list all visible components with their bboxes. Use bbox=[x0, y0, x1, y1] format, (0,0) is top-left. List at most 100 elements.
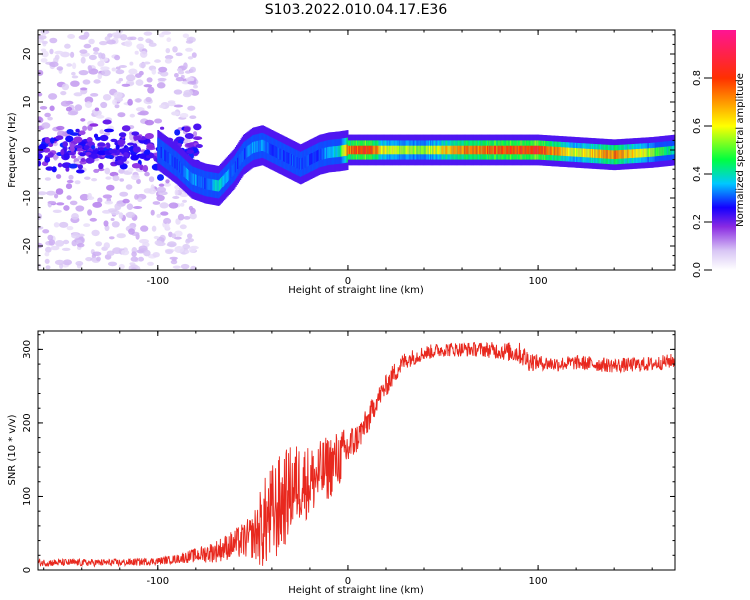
heatmap-cell bbox=[411, 145, 414, 155]
heatmap-cell bbox=[93, 168, 100, 173]
heatmap-cell bbox=[393, 145, 396, 155]
heatmap-cell bbox=[289, 153, 292, 165]
heatmap-cell bbox=[148, 42, 157, 47]
heatmap-cell bbox=[205, 178, 207, 190]
heatmap-cell bbox=[189, 66, 196, 73]
heatmap-cell bbox=[172, 46, 178, 53]
snr-panel: -100 0 100 0 100 200 300 Height of straight li… bbox=[7, 330, 676, 596]
heatmap-cell bbox=[487, 145, 489, 155]
heatmap-cell bbox=[654, 147, 657, 157]
heatmap-cell bbox=[103, 132, 111, 136]
heatmap-cell bbox=[57, 162, 63, 168]
heatmap-cell bbox=[613, 150, 616, 160]
heatmap-cell bbox=[254, 141, 257, 153]
heatmap-cell bbox=[581, 148, 584, 158]
heatmap-cell bbox=[355, 145, 358, 155]
heatmap-cell bbox=[179, 224, 187, 230]
heatmap-cell bbox=[112, 175, 120, 182]
heatmap-cell bbox=[596, 149, 599, 158]
heatmap-cell bbox=[48, 239, 56, 246]
heatmap-cell bbox=[48, 142, 54, 147]
heatmap-cell bbox=[70, 80, 80, 87]
heatmap-cell bbox=[630, 149, 633, 158]
heatmap-cell bbox=[167, 241, 177, 248]
heatmap-cell bbox=[83, 43, 92, 49]
heatmap-cell bbox=[175, 52, 183, 57]
heatmap-cell bbox=[87, 65, 93, 71]
heatmap-cell bbox=[364, 145, 367, 155]
heatmap-cell bbox=[158, 33, 165, 38]
heatmap-cell bbox=[115, 144, 120, 150]
heatmap-cell bbox=[165, 48, 171, 54]
heatmap-cell bbox=[623, 149, 626, 159]
heatmap-cell bbox=[135, 107, 145, 112]
heatmap-cell bbox=[309, 154, 311, 166]
heatmap-cell bbox=[285, 151, 287, 163]
heatmap-cell bbox=[374, 145, 376, 155]
heatmap-cell bbox=[315, 150, 318, 162]
heatmap-cell bbox=[127, 98, 133, 106]
heatmap-cell bbox=[544, 146, 546, 155]
heatmap-cell bbox=[143, 249, 151, 257]
heatmap-cell bbox=[189, 115, 197, 119]
heatmap-cell bbox=[433, 145, 436, 155]
heatmap-cell bbox=[193, 84, 198, 89]
snr-xtick-label: 100 bbox=[529, 576, 548, 587]
heatmap-cell bbox=[396, 145, 399, 155]
heatmap-cell bbox=[154, 59, 161, 63]
heatmap-cell bbox=[441, 145, 444, 155]
heatmap-cell bbox=[134, 98, 142, 103]
heatmap-cell bbox=[44, 112, 51, 118]
heatmap-cell bbox=[512, 145, 514, 155]
heatmap-cell bbox=[183, 89, 194, 96]
heatmap-cell bbox=[275, 146, 278, 158]
heatmap-cell bbox=[188, 169, 190, 182]
heatmap-cell bbox=[156, 186, 167, 193]
heatmap-cell bbox=[119, 191, 129, 197]
heatmap-cell bbox=[327, 147, 330, 159]
heatmap-cell bbox=[44, 258, 50, 264]
heatmap-cell bbox=[617, 150, 619, 159]
heatmap-cell bbox=[305, 155, 308, 168]
heatmap-ylabel: Frequency (Hz) bbox=[7, 112, 18, 188]
heatmap-cell bbox=[457, 145, 460, 155]
heatmap-cell bbox=[128, 68, 138, 75]
heatmap-cell bbox=[144, 133, 154, 140]
heatmap-cell bbox=[330, 146, 333, 158]
heatmap-cell bbox=[352, 145, 355, 155]
heatmap-cell bbox=[303, 157, 306, 169]
heatmap-cell bbox=[73, 136, 83, 143]
heatmap-cell bbox=[258, 140, 261, 152]
heatmap-cell bbox=[160, 147, 163, 159]
heatmap-cell bbox=[306, 155, 309, 167]
heatmap-cell bbox=[215, 179, 218, 192]
heatmap-cell bbox=[156, 194, 165, 202]
heatmap-cell bbox=[121, 249, 130, 256]
heatmap-cell bbox=[66, 195, 72, 200]
heatmap-cell bbox=[45, 246, 52, 253]
heatmap-cell bbox=[186, 77, 195, 82]
heatmap-cell bbox=[398, 145, 400, 155]
heatmap-cell bbox=[147, 145, 155, 149]
heatmap-cell bbox=[210, 179, 213, 191]
heatmap-cell bbox=[186, 142, 194, 148]
heatmap-cell bbox=[466, 145, 469, 155]
heatmap-cell bbox=[250, 143, 253, 155]
heatmap-cell bbox=[100, 66, 110, 71]
heatmap-cell bbox=[63, 205, 70, 211]
heatmap-cell bbox=[311, 153, 314, 165]
heatmap-cell bbox=[459, 145, 462, 155]
heatmap-cell bbox=[455, 145, 457, 155]
heatmap-cell bbox=[131, 131, 140, 136]
heatmap-cell bbox=[230, 166, 233, 179]
heatmap-cell bbox=[639, 148, 642, 158]
heatmap-cell bbox=[317, 150, 319, 162]
heatmap-cell bbox=[420, 145, 423, 155]
heatmap-cell bbox=[65, 106, 73, 112]
heatmap-cell bbox=[102, 94, 112, 101]
heatmap-cell bbox=[566, 147, 569, 157]
heatmap-cell bbox=[131, 139, 140, 144]
heatmap-cell bbox=[164, 55, 174, 60]
heatmap-cell bbox=[152, 252, 160, 258]
